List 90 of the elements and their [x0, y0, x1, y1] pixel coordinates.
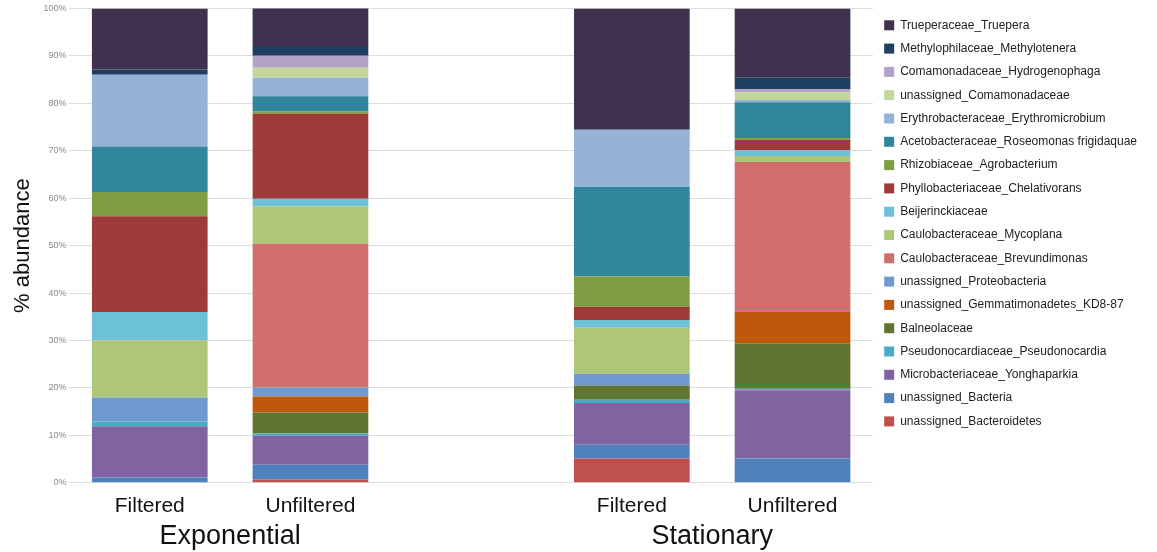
bar [252, 198, 369, 207]
bar [252, 113, 369, 199]
y-tick-label: 10% [48, 429, 67, 440]
bar [734, 155, 851, 163]
legend-label: Erythrobacteraceae_Erythromicrobium [900, 110, 1106, 125]
bar [573, 444, 690, 459]
legend-label: unassigned_Bacteria [900, 390, 1013, 405]
bar [573, 276, 690, 307]
bar [91, 74, 208, 147]
bar [91, 216, 208, 313]
bar [252, 412, 369, 434]
legend-label: Comamonadaceae_Hydrogenophaga [900, 64, 1101, 79]
bar [252, 77, 369, 97]
bar [734, 77, 851, 90]
bar [252, 464, 369, 480]
bar [252, 55, 369, 68]
legend-label: Caulobacteraceae_Mycoplana [900, 227, 1063, 242]
x-tick-label: Unfiltered [265, 493, 356, 517]
bar [734, 102, 851, 138]
y-tick-label: 20% [48, 382, 67, 393]
y-tick-label: 30% [48, 334, 67, 345]
bar [573, 403, 690, 445]
bar [252, 479, 369, 483]
y-axis-title: % abundance [9, 178, 35, 313]
legend-label: Balneolaceae [900, 320, 974, 335]
bar [573, 320, 690, 328]
text: Exponential [159, 519, 301, 550]
x-tick-label: Filtered [114, 493, 185, 517]
bar [573, 373, 690, 386]
y-tick-label: 100% [43, 2, 67, 13]
legend-label: Methylophilaceae_Methylotenera [900, 40, 1077, 55]
legend-label: unassigned_Bacteroidetes [900, 413, 1042, 428]
legend-label: Caulobacteraceae_Brevundimonas [900, 250, 1088, 265]
bar [91, 426, 208, 478]
bar [734, 89, 851, 93]
bar [573, 385, 690, 400]
bar [252, 435, 369, 465]
legend-label: unassigned_Comamonadaceae [900, 87, 1070, 102]
bar [252, 96, 369, 112]
bar [91, 146, 208, 192]
text: Stationary [651, 519, 774, 550]
legend-label: Rhizobiaceae_Agrobacterium [900, 157, 1058, 172]
bar [91, 8, 208, 70]
bar [734, 312, 851, 344]
legend-label: unassigned_Gemmatimonadetes_KD8-87 [900, 297, 1124, 312]
bar [252, 433, 369, 436]
y-tick-label: 40% [48, 287, 67, 298]
bar [734, 162, 851, 312]
bar [734, 343, 851, 389]
legend-label: Trueperaceae_Truepera [900, 17, 1030, 32]
bar [573, 306, 690, 321]
bar [252, 111, 369, 114]
y-tick-label: 70% [48, 145, 67, 156]
bar [573, 399, 690, 404]
bar [91, 191, 208, 217]
legend-label: Microbacteriaceae_Yonghaparkia [900, 367, 1079, 382]
bar [91, 312, 208, 341]
bar [91, 397, 208, 422]
y-tick-label: 90% [48, 50, 67, 61]
y-tick-label: 60% [48, 192, 67, 203]
bar [573, 129, 690, 187]
legend-label: Pseudonocardiaceae_Pseudonocardia [900, 343, 1107, 358]
legend-label: Beijerinckiaceae [900, 204, 988, 219]
bar [734, 92, 851, 100]
bar [252, 67, 369, 78]
bar [252, 206, 369, 244]
bar [734, 139, 851, 151]
y-tick-label: 0% [53, 477, 67, 488]
bar [573, 458, 690, 483]
y-tick-label: 50% [48, 240, 67, 251]
bar [252, 396, 369, 413]
bar [91, 69, 208, 75]
x-tick-label: Filtered [596, 493, 667, 517]
bar [734, 8, 851, 78]
legend-label: Acetobacteraceae_Roseomonas frigidaquae [900, 134, 1138, 149]
x-tick-label: Unfiltered [747, 493, 838, 517]
bar [734, 458, 851, 483]
bar [573, 8, 690, 130]
bar [252, 387, 369, 397]
bar [252, 243, 369, 388]
bar [734, 150, 851, 156]
legend-label: Phyllobacteriaceae_Chelativorans [900, 180, 1082, 195]
bar [252, 8, 369, 46]
bar [734, 390, 851, 459]
bar [573, 327, 690, 374]
bar [91, 340, 208, 398]
y-tick-label: 80% [48, 97, 67, 108]
bar [252, 45, 369, 56]
legend-label: unassigned_Proteobacteria [900, 273, 1047, 288]
bar [573, 186, 690, 277]
